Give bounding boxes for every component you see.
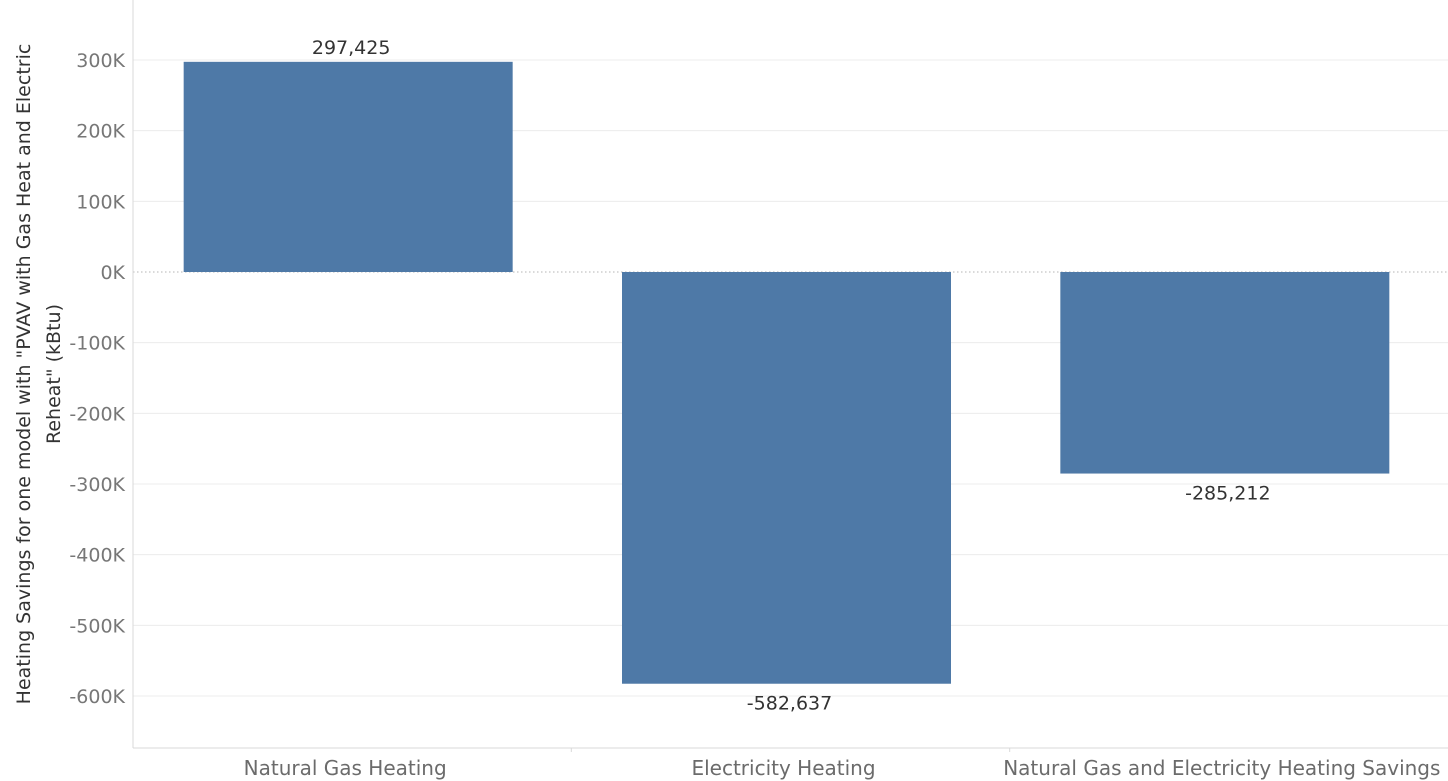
x-category-label: Electricity Heating bbox=[691, 756, 875, 780]
bar bbox=[622, 272, 951, 684]
y-axis-title: Heating Savings for one model with "PVAV… bbox=[13, 44, 65, 705]
data-labels: 297,425 -582,637 -285,212 bbox=[312, 37, 1271, 715]
axes bbox=[132, 0, 1448, 752]
data-label: 297,425 bbox=[312, 37, 391, 59]
y-tick-label: -400K bbox=[69, 545, 125, 567]
bars bbox=[183, 61, 1390, 684]
y-tick-label: 200K bbox=[76, 121, 125, 143]
x-category-label: Natural Gas Heating bbox=[244, 756, 447, 780]
y-tick-labels: 300K 200K 100K 0K -100K -200K -300K -400K -500K -… bbox=[69, 50, 125, 708]
y-tick-label: -600K bbox=[69, 686, 125, 708]
x-category-labels: Natural Gas Heating Electricity Heating Na… bbox=[244, 756, 1441, 780]
bar bbox=[1060, 272, 1390, 474]
data-label: -285,212 bbox=[1185, 483, 1270, 505]
bar bbox=[183, 61, 513, 272]
y-tick-label: 300K bbox=[76, 50, 125, 72]
y-tick-label: -100K bbox=[69, 333, 125, 355]
y-tick-label: 0K bbox=[100, 262, 125, 284]
data-label: -582,637 bbox=[747, 693, 832, 715]
y-tick-label: -200K bbox=[69, 403, 125, 425]
y-axis-title-line: Heating Savings for one model with "PVAV… bbox=[13, 44, 35, 705]
y-tick-label: -300K bbox=[69, 474, 125, 496]
x-category-label: Natural Gas and Electricity Heating Savi… bbox=[1003, 756, 1440, 780]
y-tick-label: -500K bbox=[69, 615, 125, 637]
y-axis-title-line: Reheat" (kBtu) bbox=[43, 304, 65, 444]
y-tick-label: 100K bbox=[76, 191, 125, 213]
